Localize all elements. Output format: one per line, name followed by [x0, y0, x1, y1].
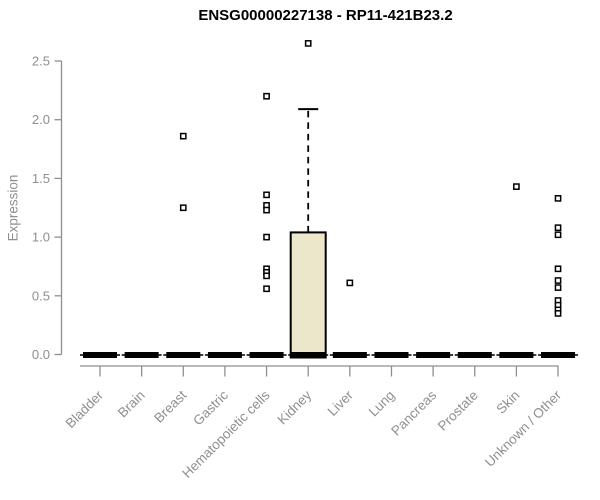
- boxplot-hematopoietic-cells: [246, 92, 287, 358]
- median-bar: [499, 352, 534, 358]
- x-category-label-kidney: Kidney: [275, 387, 315, 427]
- x-category-label-bladder: Bladder: [63, 387, 107, 431]
- outlier-point: [554, 284, 562, 291]
- median-bar: [207, 352, 242, 358]
- x-category-label-lung: Lung: [366, 388, 398, 420]
- x-category-label-breast: Breast: [151, 387, 189, 425]
- y-tick-label: 0.0: [32, 347, 50, 362]
- outlier-point: [346, 279, 354, 287]
- median-bar: [541, 352, 576, 358]
- outlier-point: [263, 206, 270, 214]
- y-tick-label: 1.5: [32, 171, 50, 186]
- outlier-point: [304, 40, 312, 47]
- boxplot-brain: [121, 352, 162, 358]
- x-category-label-liver: Liver: [325, 387, 357, 419]
- boxplot-unknown-other: [538, 195, 579, 358]
- outlier-point: [513, 183, 520, 190]
- y-tick-label: 2.5: [32, 54, 50, 69]
- y-tick-label: 1.0: [32, 230, 50, 245]
- outlier-point: [179, 132, 187, 140]
- boxplot-skin: [496, 183, 537, 358]
- x-category-label-brain: Brain: [115, 388, 148, 421]
- outlier-point: [554, 265, 562, 273]
- median-bar: [332, 352, 367, 358]
- outlier-point: [263, 92, 270, 100]
- x-category-label-pancreas: Pancreas: [388, 387, 439, 438]
- median-bar: [166, 352, 201, 358]
- y-tick-label: 0.5: [32, 288, 50, 303]
- outlier-point: [179, 204, 187, 212]
- outlier-point: [554, 277, 562, 284]
- outlier-point: [263, 285, 270, 293]
- x-category-label-unknown-other: Unknown / Other: [482, 387, 565, 470]
- median-bar: [416, 352, 451, 358]
- chart-title: ENSG00000227138 - RP11-421B23.2: [198, 7, 453, 24]
- median-bar: [83, 352, 117, 358]
- median-bar: [374, 352, 409, 358]
- x-category-label-skin: Skin: [493, 388, 522, 417]
- outlier-point: [263, 191, 270, 199]
- median-bar: [124, 352, 159, 358]
- median-bar: [457, 352, 492, 358]
- boxplot-kidney: [288, 40, 329, 359]
- boxplot-prostate: [454, 352, 495, 358]
- y-tick-label: 2.0: [32, 112, 50, 127]
- outlier-point: [263, 233, 270, 241]
- x-category-label-gastric: Gastric: [190, 387, 231, 428]
- boxplot-liver: [329, 279, 370, 358]
- boxplot-bladder: [80, 352, 120, 358]
- boxplot-gastric: [204, 352, 245, 358]
- outlier-point: [554, 231, 562, 239]
- boxplot-pancreas: [413, 352, 454, 358]
- boxplot-lung: [371, 352, 412, 358]
- boxplot-breast: [163, 132, 204, 358]
- box-rect: [289, 231, 327, 359]
- median-bar: [249, 352, 284, 358]
- outlier-point: [554, 310, 562, 317]
- outlier-point: [554, 195, 562, 202]
- x-category-label-prostate: Prostate: [435, 388, 481, 434]
- median-bar: [291, 352, 326, 358]
- outlier-point: [554, 224, 562, 232]
- outlier-point: [263, 272, 270, 280]
